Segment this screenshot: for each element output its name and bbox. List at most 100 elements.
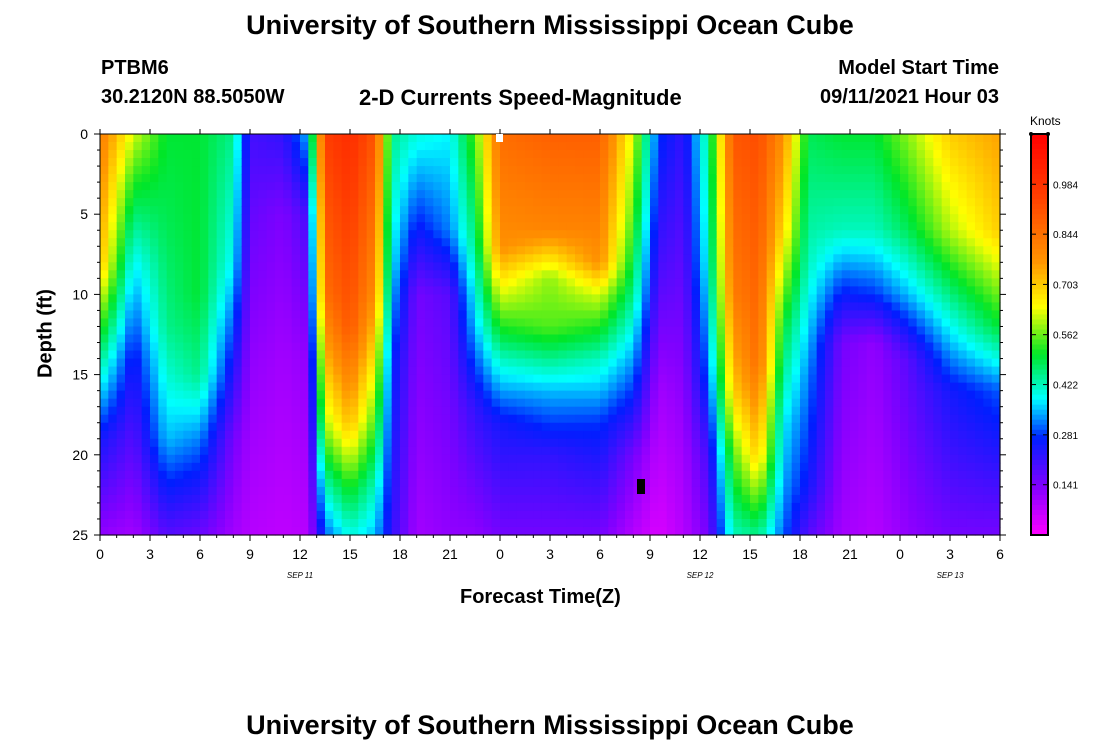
heatmap-cell bbox=[141, 438, 151, 448]
heatmap-cell bbox=[225, 182, 234, 191]
heatmap-cell bbox=[516, 278, 526, 287]
heatmap-cell bbox=[566, 246, 576, 255]
heatmap-cell bbox=[141, 246, 151, 255]
heatmap-cell bbox=[858, 286, 868, 295]
heatmap-cell bbox=[150, 142, 159, 151]
heatmap-cell bbox=[133, 142, 143, 151]
heatmap-cell bbox=[575, 294, 584, 304]
heatmap-cell bbox=[458, 358, 468, 368]
heatmap-cell bbox=[175, 334, 184, 344]
heatmap-cell bbox=[225, 366, 234, 376]
heatmap-cell bbox=[200, 382, 209, 392]
heatmap-cell bbox=[225, 158, 234, 167]
heatmap-cell bbox=[616, 478, 626, 488]
heatmap-cell bbox=[191, 462, 201, 472]
heatmap-cell bbox=[433, 190, 443, 199]
heatmap-cell bbox=[833, 438, 843, 448]
heatmap-cell bbox=[391, 214, 401, 223]
heatmap-cell bbox=[908, 446, 918, 456]
heatmap-cell bbox=[416, 190, 426, 199]
heatmap-cell bbox=[625, 358, 634, 368]
heatmap-cell bbox=[691, 510, 701, 520]
heatmap-cell bbox=[591, 446, 601, 456]
heatmap-cell bbox=[558, 150, 568, 159]
heatmap-cell bbox=[833, 190, 843, 199]
heatmap-cell bbox=[241, 438, 251, 448]
heatmap-cell bbox=[475, 222, 484, 231]
heatmap-cell bbox=[666, 470, 676, 480]
heatmap-cell bbox=[850, 174, 859, 183]
heatmap-cell bbox=[166, 398, 176, 408]
heatmap-cell bbox=[666, 366, 676, 376]
heatmap-cell bbox=[591, 230, 601, 239]
heatmap-cell bbox=[200, 398, 209, 408]
heatmap-cell bbox=[108, 222, 118, 231]
heatmap-cell bbox=[550, 150, 559, 159]
heatmap-cell bbox=[166, 454, 176, 464]
heatmap-cell bbox=[375, 414, 384, 424]
heatmap-cell bbox=[458, 478, 468, 488]
heatmap-cell bbox=[566, 230, 576, 239]
heatmap-cell bbox=[200, 470, 209, 480]
heatmap-cell bbox=[608, 318, 618, 328]
heatmap-cell bbox=[516, 430, 526, 440]
heatmap-cell bbox=[250, 382, 259, 392]
heatmap-cell bbox=[666, 270, 676, 279]
heatmap-cell bbox=[275, 526, 284, 536]
heatmap-cell bbox=[433, 470, 443, 480]
heatmap-cell bbox=[475, 254, 484, 263]
heatmap-cell bbox=[641, 334, 651, 344]
heatmap-cell bbox=[858, 278, 868, 287]
heatmap-cell bbox=[283, 462, 293, 472]
heatmap-cell bbox=[233, 406, 243, 416]
heatmap-cell bbox=[525, 382, 534, 392]
heatmap-cell bbox=[625, 430, 634, 440]
heatmap-cell bbox=[700, 470, 709, 480]
heatmap-cell bbox=[408, 222, 418, 231]
heatmap-cell bbox=[333, 510, 343, 520]
heatmap-cell bbox=[333, 406, 343, 416]
heatmap-cell bbox=[600, 270, 609, 279]
heatmap-cell bbox=[833, 302, 843, 312]
heatmap-cell bbox=[816, 382, 826, 392]
heatmap-cell bbox=[750, 230, 759, 239]
heatmap-cell bbox=[841, 478, 851, 488]
heatmap-cell bbox=[200, 222, 209, 231]
heatmap-cell bbox=[766, 206, 776, 215]
heatmap-cell bbox=[133, 254, 143, 263]
heatmap-cell bbox=[166, 430, 176, 440]
heatmap-cell bbox=[675, 238, 684, 247]
heatmap-cell bbox=[558, 230, 568, 239]
heatmap-cell bbox=[591, 430, 601, 440]
heatmap-cell bbox=[233, 526, 243, 536]
heatmap-cell bbox=[658, 382, 668, 392]
heatmap-cell bbox=[233, 462, 243, 472]
heatmap-cell bbox=[708, 334, 718, 344]
heatmap-cell bbox=[100, 150, 109, 159]
heatmap-cell bbox=[633, 238, 643, 247]
heatmap-cell bbox=[733, 278, 743, 287]
heatmap-cell bbox=[791, 310, 801, 320]
heatmap-cell bbox=[516, 214, 526, 223]
heatmap-cell bbox=[708, 302, 718, 312]
heatmap-cell bbox=[500, 310, 509, 320]
heatmap-cell bbox=[500, 246, 509, 255]
heatmap-cell bbox=[358, 254, 368, 263]
heatmap-cell bbox=[858, 310, 868, 320]
heatmap-cell bbox=[500, 174, 509, 183]
heatmap-cell bbox=[491, 150, 501, 159]
heatmap-cell bbox=[850, 302, 859, 312]
heatmap-cell bbox=[250, 326, 259, 336]
heatmap-cell bbox=[358, 142, 368, 151]
heatmap-cell bbox=[525, 190, 534, 199]
heatmap-cell bbox=[925, 406, 934, 416]
heatmap-cell bbox=[516, 446, 526, 456]
heatmap-cell bbox=[625, 150, 634, 159]
heatmap-cell bbox=[125, 446, 134, 456]
heatmap-cell bbox=[841, 518, 851, 528]
heatmap-cell bbox=[675, 222, 684, 231]
heatmap-cell bbox=[350, 150, 359, 159]
heatmap-cell bbox=[775, 318, 784, 328]
heatmap-cell bbox=[250, 222, 259, 231]
